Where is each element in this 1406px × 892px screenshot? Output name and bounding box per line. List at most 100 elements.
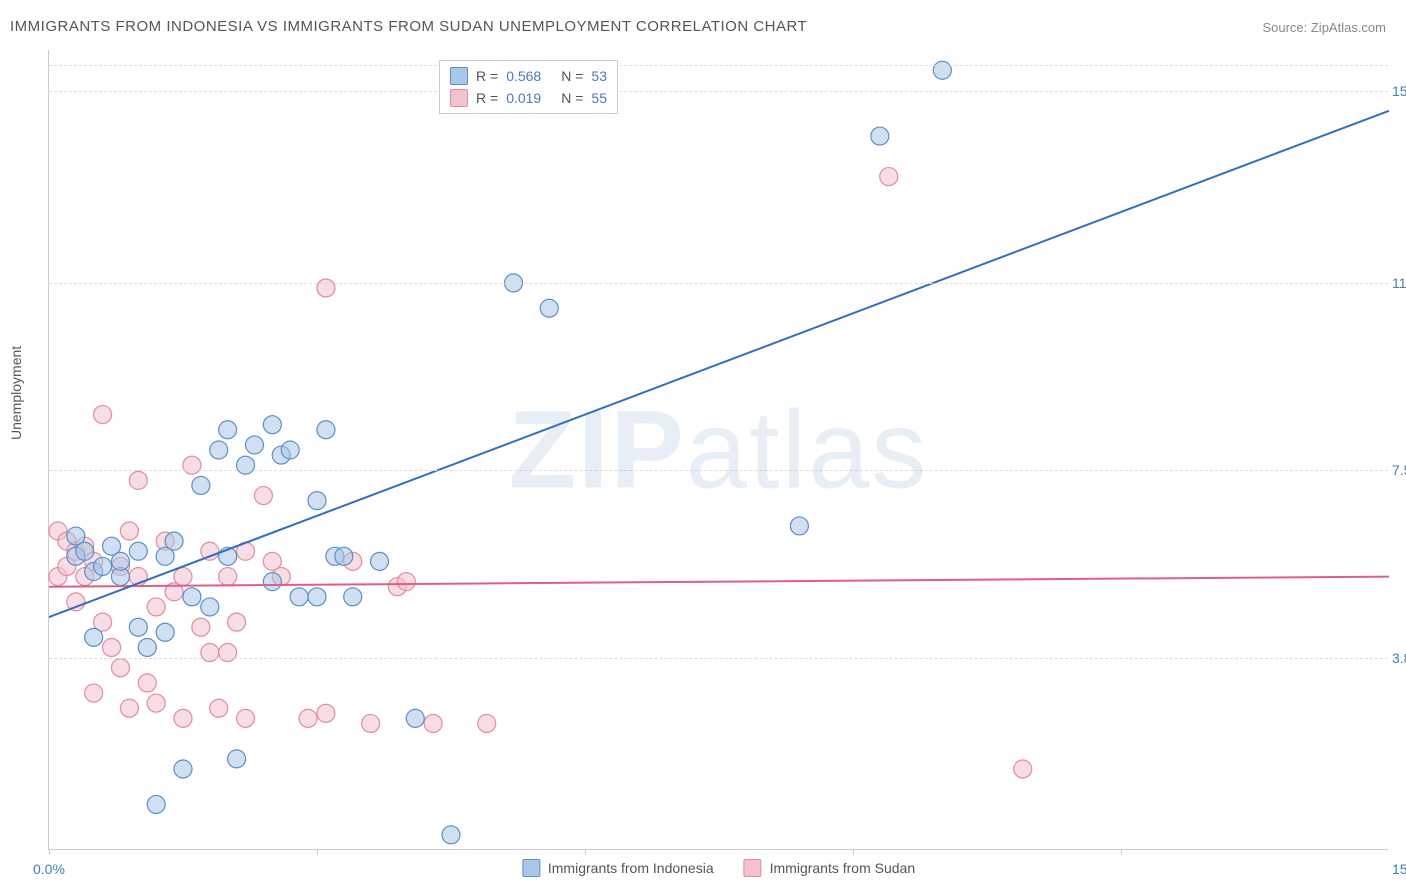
legend-r-sudan: 0.019 [506,90,541,106]
data-point [406,709,424,727]
data-point [192,476,210,494]
data-point [210,441,228,459]
y-tick-label: 7.5% [1392,462,1406,478]
legend-item-indonesia: Immigrants from Indonesia [522,859,714,877]
legend-swatch-indonesia [522,859,540,877]
data-point [335,547,353,565]
y-axis-label: Unemployment [8,346,24,440]
data-point [120,522,138,540]
data-point [540,299,558,317]
data-point [138,674,156,692]
data-point [362,714,380,732]
data-point [397,573,415,591]
legend-n-indonesia: 53 [591,68,607,84]
data-point [129,542,147,560]
data-point [871,127,889,145]
data-point [299,709,317,727]
data-point [281,441,299,459]
regression-line [49,577,1389,587]
x-tick [49,849,50,855]
grid-line [49,283,1388,284]
data-point [880,168,898,186]
data-point [111,552,129,570]
chart-plot-area: ZIPatlas R = 0.568 N = 53 R = 0.019 N = … [48,50,1388,850]
data-point [138,638,156,656]
scatter-svg [49,50,1388,849]
data-point [85,684,103,702]
data-point [219,568,237,586]
data-point [174,568,192,586]
grid-line [49,65,1388,66]
legend-n-label: N = [561,90,583,106]
x-axis-max-label: 15.0% [1392,861,1406,877]
data-point [344,588,362,606]
data-point [933,61,951,79]
series-legend: Immigrants from Indonesia Immigrants fro… [522,859,915,877]
data-point [85,628,103,646]
data-point [111,659,129,677]
legend-label-sudan: Immigrants from Sudan [770,860,916,876]
legend-swatch-sudan [450,89,468,107]
legend-swatch-indonesia [450,67,468,85]
data-point [192,618,210,636]
data-point [156,623,174,641]
data-point [424,714,442,732]
x-tick [1121,849,1122,855]
legend-item-sudan: Immigrants from Sudan [744,859,916,877]
regression-line [49,111,1389,617]
data-point [245,436,263,454]
legend-row-sudan: R = 0.019 N = 55 [450,87,607,109]
data-point [263,573,281,591]
data-point [174,709,192,727]
grid-line [49,91,1388,92]
data-point [67,593,85,611]
data-point [371,552,389,570]
data-point [290,588,308,606]
legend-n-sudan: 55 [591,90,607,106]
source-prefix: Source: [1262,20,1310,35]
data-point [308,588,326,606]
data-point [147,598,165,616]
data-point [228,613,246,631]
data-point [210,699,228,717]
data-point [317,279,335,297]
legend-row-indonesia: R = 0.568 N = 53 [450,65,607,87]
legend-label-indonesia: Immigrants from Indonesia [548,860,714,876]
source-name: ZipAtlas.com [1311,20,1386,35]
data-point [1014,760,1032,778]
data-point [442,826,460,844]
correlation-legend: R = 0.568 N = 53 R = 0.019 N = 55 [439,60,618,114]
data-point [183,456,201,474]
grid-line [49,470,1388,471]
data-point [120,699,138,717]
legend-r-label: R = [476,68,498,84]
y-tick-label: 15.0% [1392,83,1406,99]
data-point [228,750,246,768]
data-point [790,517,808,535]
legend-r-indonesia: 0.568 [506,68,541,84]
data-point [254,487,272,505]
x-axis-min-label: 0.0% [33,861,65,877]
data-point [201,644,219,662]
data-point [183,588,201,606]
data-point [237,456,255,474]
grid-line [49,658,1388,659]
data-point [94,406,112,424]
x-tick [853,849,854,855]
data-point [129,471,147,489]
data-point [201,542,219,560]
data-point [201,598,219,616]
data-point [94,557,112,575]
chart-title: IMMIGRANTS FROM INDONESIA VS IMMIGRANTS … [10,18,807,35]
x-tick [317,849,318,855]
data-point [478,714,496,732]
y-tick-label: 3.8% [1392,650,1406,666]
x-tick [585,849,586,855]
data-point [263,416,281,434]
data-point [237,709,255,727]
data-point [317,704,335,722]
data-point [317,421,335,439]
data-point [308,492,326,510]
data-point [147,795,165,813]
data-point [147,694,165,712]
